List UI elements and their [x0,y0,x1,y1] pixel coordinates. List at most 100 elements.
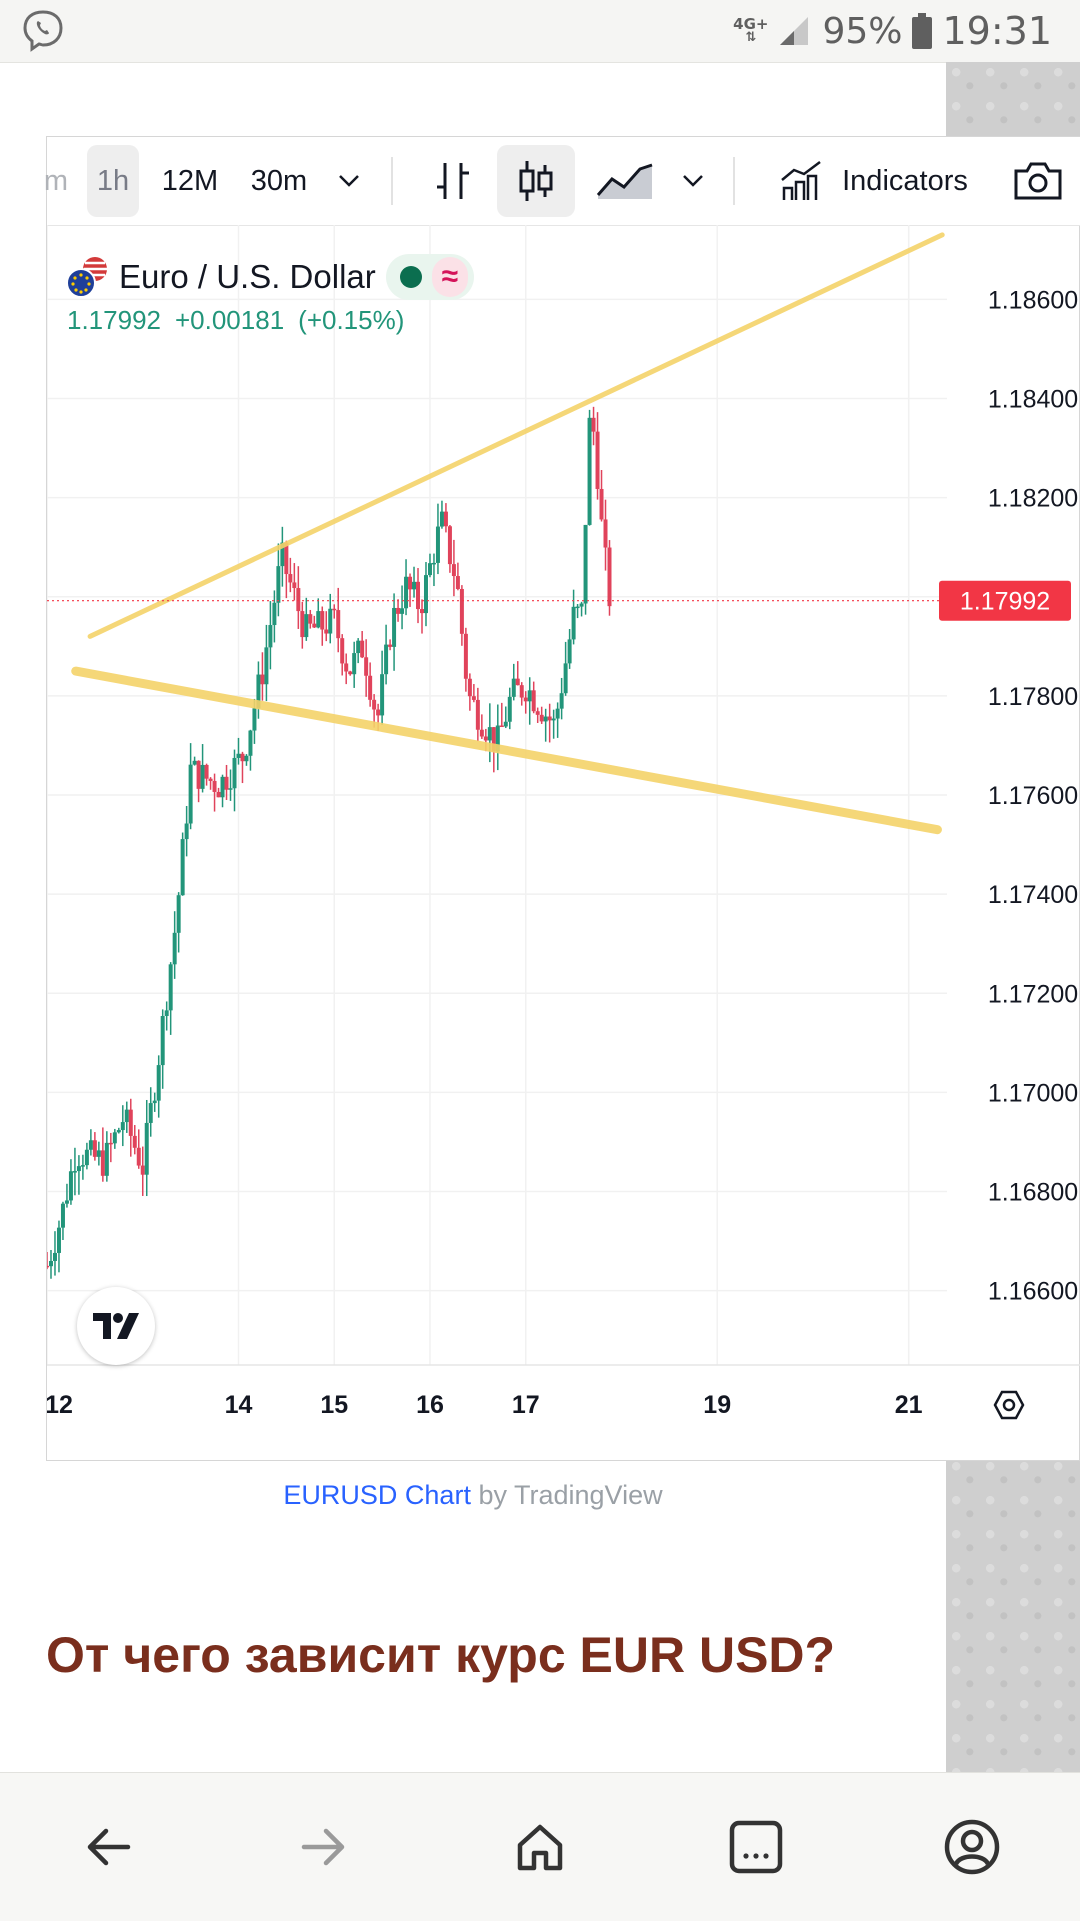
candle-body [316,611,321,628]
candle-body [280,542,285,567]
candle-body [392,607,397,647]
market-status-pill[interactable]: ≈ [385,254,475,300]
chevron-down-icon[interactable] [329,145,369,217]
candle-body [567,639,572,664]
candle-body [467,678,472,697]
candle-body [431,562,436,565]
candle-body [591,417,596,432]
candle-body [559,693,564,709]
candle-body [188,764,193,824]
candle-body [224,776,229,790]
candle-body [92,1140,97,1157]
candle-body [212,780,217,792]
battery-percent: 95% [822,10,903,52]
eurusd-chart-link[interactable]: EURUSD Chart [283,1480,471,1510]
tradingview-logo[interactable] [77,1287,155,1365]
wave-icon: ≈ [431,257,469,297]
chart-credit: EURUSD Chart by TradingView [0,1480,946,1511]
candle-body [499,725,504,728]
chart-area[interactable]: 1.17992 1.18600 1.18400 1.18200 1.17800 1.176… [47,225,1080,1462]
bar-chart-icon[interactable] [421,145,485,217]
settings-hex-icon[interactable] [993,1390,1025,1420]
price-chart[interactable]: 1.17992 1.18600 1.18400 1.18200 1.17800 1.176… [47,225,1080,1462]
candle-body [184,823,189,840]
candle-body [164,1010,169,1017]
candle-body [128,1109,133,1136]
candle-body [304,614,309,638]
price-axis-label: 1.18200 [988,485,1078,513]
candle-body [563,663,568,694]
interval-partial[interactable]: m [43,164,69,197]
interval-30m[interactable]: 30m [250,164,308,197]
candle-body [455,576,460,589]
indicators-button[interactable]: Indicators [761,145,987,217]
candle-body [296,588,301,612]
candle-body [439,511,444,527]
candle-body [312,623,317,628]
candle-body [348,671,353,675]
back-arrow-icon[interactable] [68,1807,148,1887]
candle-body [447,526,452,565]
candle-body [412,581,417,590]
candle-body [48,1260,53,1267]
price-axis-label: 1.17000 [988,1079,1078,1107]
price-axis-label: 1.17600 [988,782,1078,810]
home-icon[interactable] [500,1807,580,1887]
candle-body [204,764,209,779]
candle-body [427,563,432,576]
candlestick-icon[interactable] [497,145,575,217]
time-axis-label: 19 [703,1391,731,1419]
candle-body [408,576,413,590]
candle-body [216,791,221,798]
candle-body [603,519,608,548]
trendline-upper[interactable] [87,232,945,639]
price-axis-label: 1.18600 [988,286,1078,314]
candle-body [284,542,289,575]
chart-toolbar: m 1h 12M 30m [44,137,1080,226]
candle-body [68,1171,73,1201]
candle-body [292,582,297,589]
candle-body [404,576,409,609]
symbol-name[interactable]: Euro / U.S. Dollar [119,258,376,295]
candle-body [300,611,305,638]
candle-body [56,1227,61,1253]
candle-body [336,610,341,639]
price-axis-label: 1.16600 [988,1278,1078,1306]
candle-body [156,1065,161,1101]
candle-body [172,932,177,965]
interval-12m[interactable]: 12M [161,164,219,197]
candle-body [459,588,464,634]
tabs-icon[interactable] [716,1807,796,1887]
account-icon[interactable] [932,1807,1012,1887]
candle-body [100,1150,105,1176]
price-axis-label: 1.18400 [988,385,1078,413]
candle-body [507,696,512,722]
candle-body [96,1150,101,1157]
candle-body [60,1203,65,1228]
candle-body [364,657,369,676]
candle-body [176,895,181,933]
camera-icon[interactable] [1005,145,1071,217]
trendline-lower[interactable] [71,666,942,835]
forward-arrow-icon[interactable] [284,1807,364,1887]
candle-body [483,736,488,741]
candle-body [200,764,205,789]
candle-body [168,964,173,1011]
candle-body [571,606,576,640]
candle-body [288,574,293,583]
candle-body [124,1109,129,1123]
interval-1h[interactable]: 1h [87,145,139,217]
clock: 19:31 [942,9,1052,53]
candle-body [384,644,389,675]
area-chart-icon[interactable] [587,145,663,217]
candle-body [503,721,508,727]
candle-body [192,760,197,765]
candle-body [340,638,345,664]
time-axis-label: 16 [416,1391,444,1419]
candle-body [80,1165,85,1167]
by-tradingview-text: by TradingView [478,1480,663,1510]
candle-body [547,716,552,721]
chevron-down-icon[interactable] [673,145,713,217]
status-bar: 4G+ ⇅ 95% 19:31 [0,0,1080,63]
current-price-label-bg [939,580,1071,621]
